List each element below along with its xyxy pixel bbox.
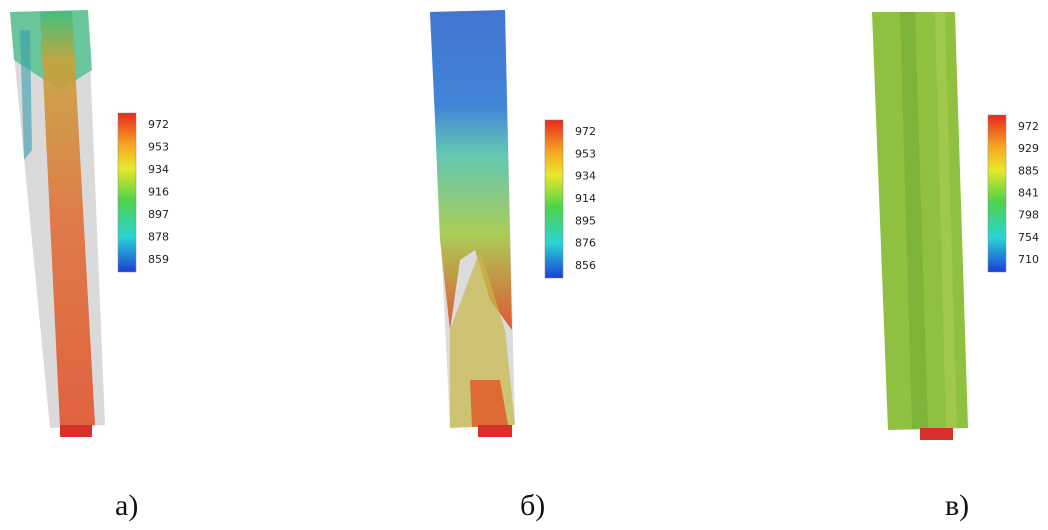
colorbar-tick-label: 953 [575, 147, 596, 160]
colorbar-tick-label: 914 [575, 192, 596, 205]
colorbar [118, 113, 136, 272]
simulation-c [872, 12, 968, 440]
colorbar-tick-label: 710 [1018, 253, 1039, 266]
colorbar [545, 120, 563, 278]
panel-label: б) [520, 489, 545, 522]
colorbar-tick-label: 859 [148, 253, 169, 266]
simulation-b [430, 10, 515, 437]
colorbar-tick-label: 876 [575, 237, 596, 250]
colorbar-tick-label: 934 [148, 163, 169, 176]
colorbar-tick-label: 895 [575, 214, 596, 227]
colorbar-tick-label: 953 [148, 141, 169, 154]
colorbar-tick-label: 972 [1018, 120, 1039, 133]
simulation-a [10, 10, 105, 437]
colorbar-tick-label: 885 [1018, 164, 1039, 177]
colorbar [988, 115, 1006, 272]
colorbar-tick-label: 856 [575, 259, 596, 272]
figure: 972 953 934 916 897 878 859 а) 972 953 934 914 895 87… [0, 0, 1048, 530]
colorbar-tick-label: 841 [1018, 187, 1039, 200]
colorbar-tick-label: 972 [148, 118, 169, 131]
panel-label: в) [945, 489, 969, 522]
colorbar-tick-label: 934 [575, 170, 596, 183]
colorbar-tick-label: 916 [148, 186, 169, 199]
colorbar-tick-label: 929 [1018, 142, 1039, 155]
colorbar-tick-label: 798 [1018, 209, 1039, 222]
colorbar-tick-label: 897 [148, 208, 169, 221]
colorbar-tick-label: 754 [1018, 231, 1039, 244]
colorbar-tick-label: 972 [575, 125, 596, 138]
panel-label: а) [115, 489, 138, 522]
colorbar-tick-label: 878 [148, 231, 169, 244]
